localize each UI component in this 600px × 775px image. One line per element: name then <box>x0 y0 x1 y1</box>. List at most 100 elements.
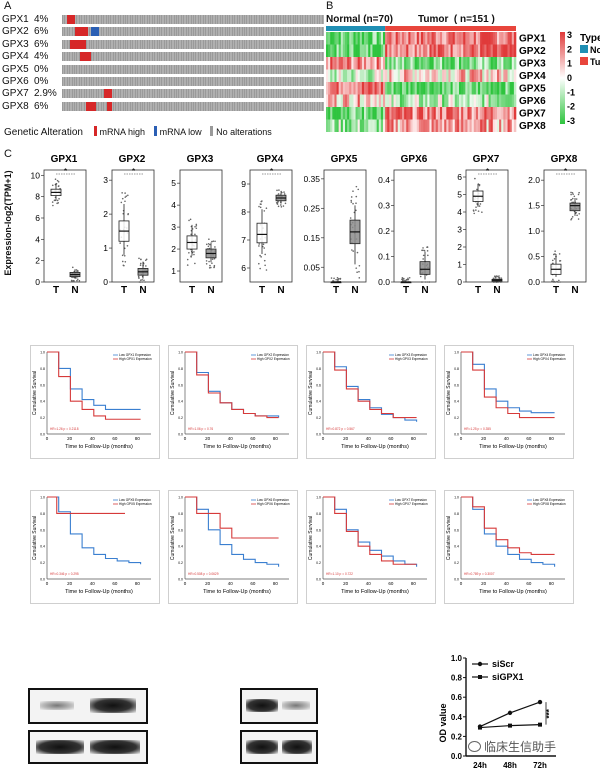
data-point <box>339 278 342 280</box>
data-point <box>277 205 280 208</box>
heat-gene-label: GPX3 <box>519 59 546 70</box>
data-point <box>124 200 126 203</box>
heat-cell <box>361 44 365 57</box>
heat-cell <box>410 57 413 70</box>
heat-cell <box>478 94 481 107</box>
data-point <box>577 218 580 220</box>
heat-gene-label: GPX1 <box>519 34 546 45</box>
alteration-mark <box>75 27 89 37</box>
heat-cell <box>442 82 445 95</box>
heat-cell <box>463 82 466 95</box>
boxplot-title: GPX7 <box>473 154 500 165</box>
gene-label: GPX1 <box>2 14 29 25</box>
heat-cell <box>473 119 477 132</box>
gene-label: GPX3 <box>2 38 29 50</box>
heat-cell <box>421 107 424 120</box>
heat-cell <box>444 107 447 120</box>
data-point <box>475 206 477 208</box>
legend-low-label: mRNA low <box>159 127 202 137</box>
heat-cell <box>469 32 472 45</box>
heat-cell <box>448 69 451 82</box>
heat-cell <box>399 119 403 132</box>
heat-cell <box>501 119 504 132</box>
heat-cell <box>357 32 361 45</box>
survival-xlabel: Time to Follow-Up (months) <box>341 589 409 595</box>
data-point <box>355 185 358 188</box>
heat-cell <box>505 119 508 132</box>
heat-cell <box>452 82 456 95</box>
legend-title: Genetic Alteration <box>4 127 83 138</box>
data-point <box>213 266 216 268</box>
heat-cell <box>488 57 491 70</box>
data-point <box>578 213 581 215</box>
y-tick-label: 0.4 <box>454 545 459 549</box>
data-point <box>551 280 553 283</box>
data-point <box>144 259 147 262</box>
heat-cell <box>340 57 344 70</box>
heat-cell <box>389 32 392 45</box>
heat-cell <box>408 82 411 95</box>
heat-cell <box>406 57 409 70</box>
heat-cell <box>370 82 373 95</box>
heat-cell <box>461 57 464 70</box>
survival-xlabel: Time to Follow-Up (months) <box>203 444 271 450</box>
heat-cell <box>374 107 377 120</box>
heat-cell <box>355 44 358 57</box>
heat-cell <box>376 44 380 57</box>
heat-cell <box>412 107 415 120</box>
x-label-n: N <box>277 285 284 295</box>
data-point <box>207 242 210 245</box>
heatmap-tumor-label: Tumor ( n=151 ) <box>418 14 495 25</box>
y-tick-label: 1.0 <box>454 496 459 500</box>
hr-stat: HR=1.25 p = 0.355 <box>464 427 491 431</box>
data-point <box>143 279 145 282</box>
data-point <box>401 276 404 279</box>
heat-cell <box>486 94 489 107</box>
data-point <box>570 193 572 196</box>
heat-cell <box>494 32 498 45</box>
heat-cell <box>338 119 342 132</box>
heat-cell <box>361 69 365 82</box>
scale-tick: 2 <box>567 44 572 54</box>
data-point <box>553 258 556 260</box>
heat-cell <box>370 119 373 132</box>
heat-cell <box>471 119 475 132</box>
legend-high-label: High GPX8 Expression <box>533 502 566 506</box>
heat-cell <box>467 94 470 107</box>
heat-cell <box>456 82 460 95</box>
y-tick-label: 0.2 <box>454 416 459 420</box>
heat-cell <box>347 44 350 57</box>
heat-cell <box>402 94 405 107</box>
heat-cell <box>490 69 494 82</box>
heat-cell <box>448 44 451 57</box>
y-tick-label: 1.0 <box>40 351 45 355</box>
data-point <box>78 279 81 282</box>
heat-cell <box>347 82 350 95</box>
data-point <box>420 281 423 283</box>
heat-cell <box>497 119 500 132</box>
data-point <box>572 197 574 200</box>
heat-cell <box>393 82 396 95</box>
data-point <box>71 266 74 269</box>
data-point <box>259 206 262 209</box>
heat-cell <box>366 119 369 132</box>
heat-cell <box>454 119 458 132</box>
heat-cell <box>328 57 331 70</box>
heat-gene-label: GPX7 <box>519 109 546 120</box>
heat-cell <box>340 32 344 45</box>
heat-cell <box>378 69 382 82</box>
heat-cell <box>336 57 339 70</box>
data-point <box>72 280 74 282</box>
series-point <box>478 725 482 730</box>
heat-cell <box>475 107 479 120</box>
heat-cell <box>389 69 392 82</box>
x-tick-label: 80 <box>411 436 417 441</box>
heat-cell <box>497 69 500 82</box>
heat-cell <box>513 82 517 95</box>
heat-cell <box>471 94 475 107</box>
oncoprint-legend: Genetic Alteration mRNA high mRNA low No… <box>4 126 272 138</box>
data-point <box>195 223 198 226</box>
heat-cell <box>433 44 437 57</box>
data-point <box>478 183 481 186</box>
